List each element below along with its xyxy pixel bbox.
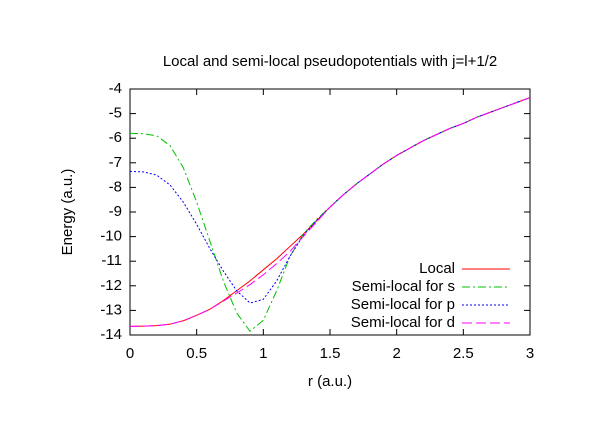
y-tick-label: -5 <box>109 105 122 122</box>
y-tick-label: -7 <box>109 154 122 171</box>
y-tick-label: -13 <box>100 301 122 318</box>
x-axis-label: r (a.u.) <box>308 373 352 390</box>
y-tick-label: -14 <box>100 326 122 343</box>
x-tick-label: 0.5 <box>186 345 207 362</box>
y-tick-label: -12 <box>100 277 122 294</box>
series-line <box>129 97 531 333</box>
y-tick-label: -4 <box>109 80 122 97</box>
legend-label: Semi-local for p <box>351 296 455 313</box>
y-tick-label: -9 <box>109 203 122 220</box>
legend-label: Semi-local for d <box>351 314 455 331</box>
x-tick-label: 3 <box>526 345 534 362</box>
plot-frame <box>129 88 531 336</box>
y-tick-label: -8 <box>109 178 122 195</box>
x-tick-label: 1 <box>259 345 267 362</box>
y-axis-label: Energy (a.u.) <box>59 169 76 256</box>
series-line <box>129 97 531 304</box>
x-tick-label: 2 <box>392 345 400 362</box>
y-tick-label: -10 <box>100 228 122 245</box>
chart-title: Local and semi-local pseudopotentials wi… <box>163 53 497 70</box>
legend-label: Local <box>419 260 455 277</box>
y-tick-label: -6 <box>109 129 122 146</box>
y-tick-label: -11 <box>101 252 122 269</box>
series-line <box>129 97 531 327</box>
x-tick-label: 1.5 <box>320 345 341 362</box>
x-tick-label: 0 <box>126 345 134 362</box>
legend-label: Semi-local for s <box>352 278 455 295</box>
x-tick-label: 2.5 <box>453 345 474 362</box>
series-line <box>129 97 531 327</box>
